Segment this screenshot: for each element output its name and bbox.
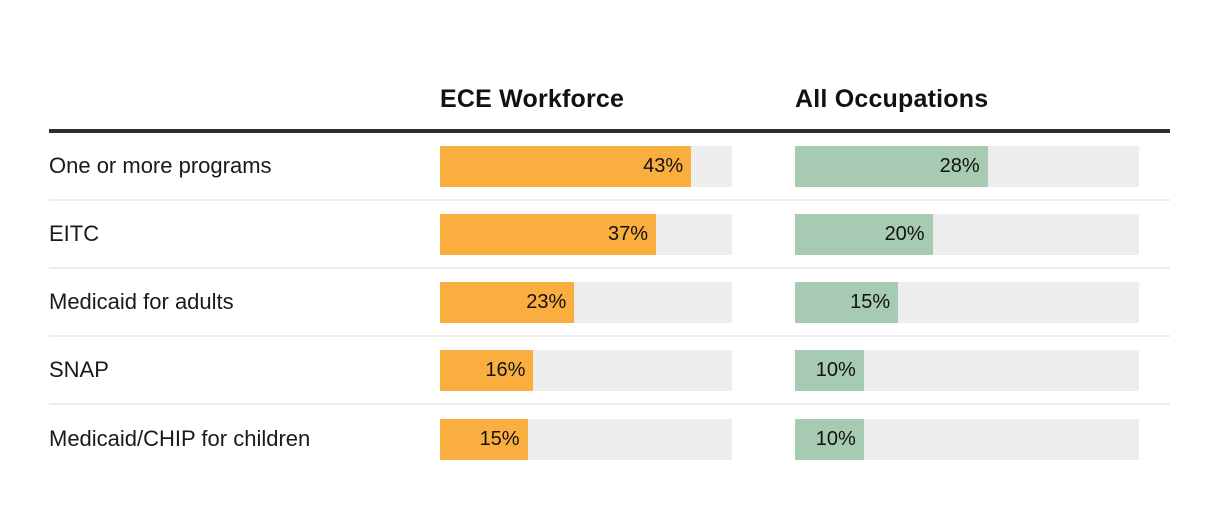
ece-bar: 23%: [440, 281, 575, 323]
chart-row: One or more programs 43% 28%: [49, 133, 1170, 201]
ece-bar: 15%: [440, 418, 528, 460]
all-bar-value: 28%: [939, 154, 980, 177]
ece-bar-value: 43%: [643, 154, 684, 177]
ece-bar-value: 15%: [479, 427, 520, 450]
all-bar-value: 15%: [850, 290, 891, 313]
all-bar-value: 20%: [884, 222, 925, 245]
ece-bar: 37%: [440, 213, 657, 255]
all-bar-track: 28%: [795, 145, 1139, 187]
ece-bar-value: 16%: [485, 358, 526, 381]
row-label: One or more programs: [49, 153, 272, 178]
row-label: Medicaid/CHIP for children: [49, 426, 311, 451]
all-bar-track: 10%: [795, 349, 1139, 391]
all-bar-value: 10%: [815, 427, 856, 450]
chart-row: SNAP 16% 10%: [49, 337, 1170, 405]
chart-row: Medicaid/CHIP for children 15% 10%: [49, 405, 1170, 473]
ece-bar-track: 16%: [440, 349, 732, 391]
all-bar: 15%: [795, 281, 899, 323]
all-bar: 20%: [795, 213, 933, 255]
ece-bar-track: 43%: [440, 145, 732, 187]
all-bar-value: 10%: [815, 358, 856, 381]
ece-bar: 43%: [440, 145, 692, 187]
row-label: EITC: [49, 221, 100, 246]
all-bar-track: 10%: [795, 418, 1139, 460]
all-bar: 28%: [795, 145, 988, 187]
benefits-participation-chart: ECE Workforce All Occupations One or mor…: [49, 0, 1170, 473]
ece-bar-track: 23%: [440, 281, 732, 323]
chart-row: EITC 37% 20%: [49, 201, 1170, 269]
all-bar: 10%: [795, 418, 864, 460]
row-label: SNAP: [49, 357, 109, 382]
row-label: Medicaid for adults: [49, 289, 234, 314]
chart-row: Medicaid for adults 23% 15%: [49, 269, 1170, 337]
ece-bar-track: 37%: [440, 213, 732, 255]
column-header-ece-workforce: ECE Workforce: [440, 85, 625, 113]
ece-bar-value: 23%: [526, 290, 567, 313]
chart-rows: One or more programs 43% 28% EITC 37% 20…: [49, 133, 1170, 473]
column-header-all-occupations: All Occupations: [795, 85, 989, 113]
all-bar-track: 20%: [795, 213, 1139, 255]
all-bar-track: 15%: [795, 281, 1139, 323]
ece-bar-value: 37%: [608, 222, 649, 245]
ece-bar: 16%: [440, 349, 534, 391]
all-bar: 10%: [795, 349, 864, 391]
ece-bar-track: 15%: [440, 418, 732, 460]
chart-header: ECE Workforce All Occupations: [49, 0, 1170, 133]
